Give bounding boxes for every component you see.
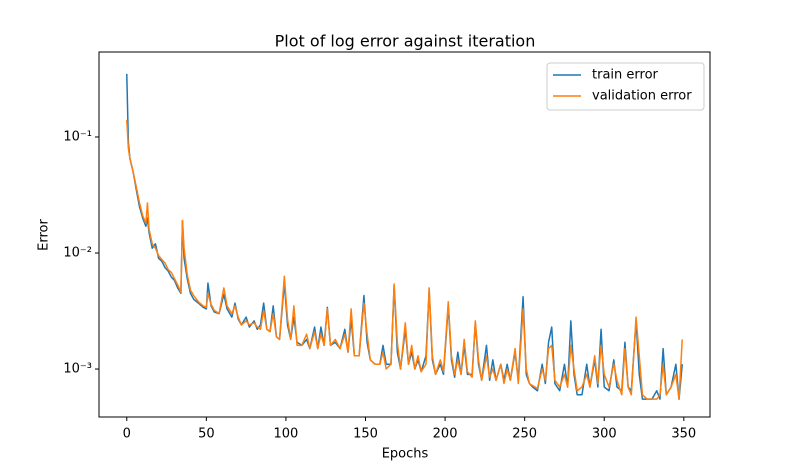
y-axis-label: Error (37, 219, 52, 251)
legend-label: train error (592, 68, 659, 83)
series-line (126, 119, 683, 400)
x-tick-label: 200 (433, 427, 458, 442)
chart-title: Plot of log error against iteration (275, 32, 536, 51)
x-tick-label: 100 (274, 427, 299, 442)
x-tick-label: 50 (198, 427, 215, 442)
y-tick-label: 10⁻² (63, 246, 92, 261)
x-tick-label: 150 (353, 427, 378, 442)
x-tick-label: 0 (123, 427, 131, 442)
x-tick-label: 250 (512, 427, 537, 442)
legend-label: validation error (592, 89, 692, 104)
y-tick-label: 10⁻¹ (63, 129, 92, 144)
x-tick-label: 350 (671, 427, 696, 442)
y-tick-label: 10⁻³ (63, 362, 92, 377)
series-line (126, 73, 683, 400)
plot-frame (98, 51, 711, 418)
x-tick-label: 300 (592, 427, 617, 442)
x-axis-label: Epochs (382, 447, 429, 462)
legend-box (546, 62, 705, 111)
